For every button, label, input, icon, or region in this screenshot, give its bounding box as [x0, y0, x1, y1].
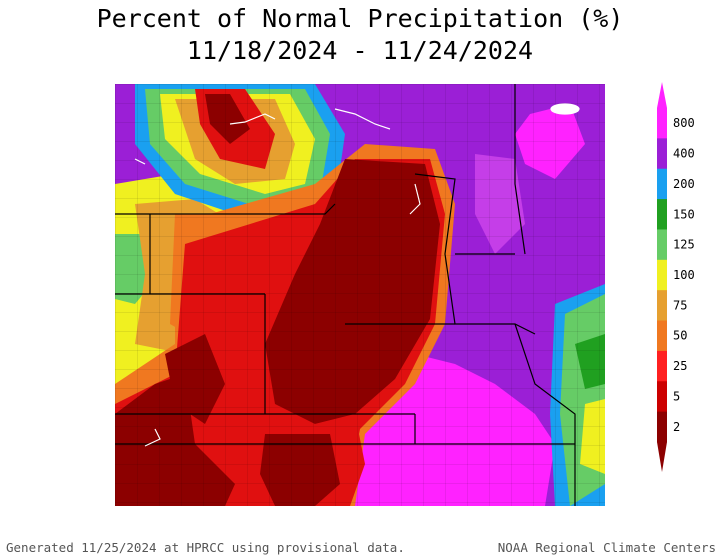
- legend-swatch: [657, 229, 667, 261]
- legend-swatch: [657, 168, 667, 200]
- legend-swatch: [657, 411, 667, 443]
- legend-arrow-top: [657, 82, 667, 108]
- footer-organization: NOAA Regional Climate Centers: [497, 540, 716, 555]
- precipitation-map: [115, 84, 605, 506]
- footer-generated-note: Generated 11/25/2024 at HPRCC using prov…: [6, 540, 405, 555]
- water-features: [134, 103, 580, 447]
- legend-label: 100: [673, 268, 695, 282]
- legend-swatch: [657, 350, 667, 382]
- legend-label: 400: [673, 147, 695, 161]
- legend-label: 800: [673, 116, 695, 130]
- legend-swatch: [657, 259, 667, 291]
- state-borders: [115, 84, 576, 506]
- legend-swatch: [657, 108, 667, 139]
- legend-swatch: [657, 381, 667, 413]
- legend-swatch: [657, 290, 667, 322]
- legend-arrow-bottom: [657, 442, 667, 472]
- legend-label: 150: [673, 207, 695, 221]
- legend-label: 5: [673, 389, 680, 403]
- legend-label: 75: [673, 298, 687, 312]
- date-range: 11/18/2024 - 11/24/2024: [186, 36, 534, 65]
- legend-label: 25: [673, 359, 687, 373]
- legend-label: 50: [673, 329, 687, 343]
- map-title: Percent of Normal Precipitation (%): [96, 4, 624, 33]
- legend-label: 200: [673, 177, 695, 191]
- legend-swatch: [657, 320, 667, 352]
- legend-label: 125: [673, 238, 695, 252]
- legend-swatch: [657, 199, 667, 230]
- color-legend: 800 400 200 150 125 100 75 50 25 5 2: [657, 82, 695, 472]
- legend-label: 2: [673, 420, 680, 434]
- legend-swatch: [657, 138, 667, 170]
